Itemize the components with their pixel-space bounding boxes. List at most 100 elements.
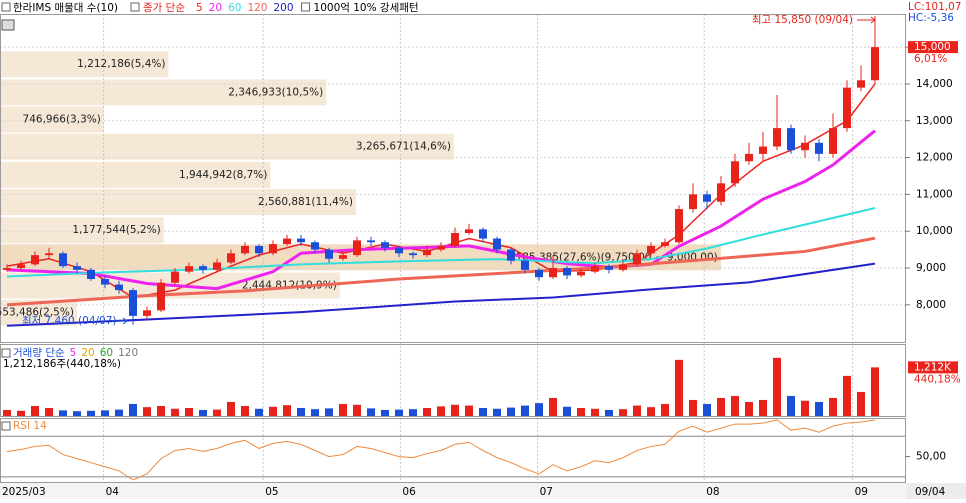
x-tick-label: 06	[402, 486, 416, 498]
candle-body	[535, 269, 543, 278]
candle-body	[857, 80, 865, 88]
candle-body	[493, 238, 501, 250]
volume-current-box	[908, 361, 958, 374]
y-tick-label: 12,000	[916, 152, 953, 164]
candle-body	[325, 249, 333, 259]
pattern-label: 1000억 10% 강세패턴	[314, 2, 419, 14]
candle-body	[633, 253, 641, 265]
candle-body	[213, 262, 221, 270]
legend-entry: 5	[70, 347, 77, 359]
candle-body	[269, 244, 277, 254]
volume-profile-label: 3,265,671(14,6%)	[356, 141, 451, 153]
candle-body	[661, 242, 669, 246]
x-tick-label: 09	[855, 486, 868, 498]
candle-body	[815, 142, 823, 154]
candle-body	[3, 268, 11, 270]
candle-body	[675, 209, 683, 243]
candle-body	[367, 240, 375, 243]
moving-average	[6, 262, 876, 327]
volume-title: 거래량 단순	[13, 347, 65, 359]
volume-bar	[759, 399, 767, 416]
hc-label: HC:-5,36	[908, 12, 954, 24]
y-tick-label: 13,000	[916, 115, 953, 127]
legend-entry: 5	[196, 2, 203, 14]
candle-body	[241, 245, 249, 254]
candle-body	[619, 264, 627, 270]
volume-bar	[87, 410, 95, 416]
volume-bar	[829, 397, 837, 416]
candle-body	[129, 290, 137, 316]
checkbox	[1, 348, 11, 358]
y-tick-label: 9,000	[916, 262, 946, 274]
volume-profile-bar	[0, 189, 356, 216]
volume-bar	[157, 405, 165, 416]
volume-profile-bar	[0, 133, 454, 160]
volume-bar	[395, 409, 403, 416]
volume-bar	[871, 367, 879, 416]
volume-bar	[311, 409, 319, 416]
volume-bar	[717, 397, 725, 416]
volume-profile-label: 1,944,942(8,7%)	[179, 169, 267, 181]
symbol-label: 한라IMS 매물대 수(10)	[13, 2, 118, 14]
candle-body	[115, 284, 123, 291]
icon	[1, 19, 15, 31]
legend-entry: 60	[100, 347, 113, 359]
candle-body	[871, 47, 879, 81]
candle-body	[563, 268, 571, 276]
volume-bar	[437, 406, 445, 416]
candle-body	[451, 233, 459, 246]
volume-bar	[73, 411, 81, 416]
lc-label: LC:101,07	[908, 1, 961, 13]
candle-body	[171, 271, 179, 283]
candle-body	[395, 247, 403, 254]
checkbox	[1, 421, 11, 431]
candle-body	[73, 266, 81, 270]
volume-bar	[17, 410, 25, 416]
volume-bar	[283, 405, 291, 416]
rsi-title: RSI 14	[13, 420, 47, 432]
checkbox	[1, 2, 11, 12]
volume-bar	[241, 405, 249, 416]
candle-body	[437, 245, 445, 250]
candle-body	[507, 249, 515, 261]
candle-body	[297, 238, 305, 243]
volume-bar	[465, 405, 473, 416]
volume-frame	[0, 344, 906, 417]
moving-average	[6, 129, 876, 291]
volume-bar	[521, 405, 529, 416]
current-change: 6,01%	[914, 53, 947, 65]
volume-profile-bar	[0, 51, 169, 78]
volume-bar	[479, 407, 487, 416]
volume-bar	[633, 405, 641, 416]
checkbox	[130, 2, 140, 12]
legend-entry: 20	[81, 347, 94, 359]
volume-profile-bar	[0, 106, 104, 133]
volume-bar	[661, 403, 669, 416]
candle-body	[801, 142, 809, 151]
volume-bar	[703, 403, 711, 416]
legend-entry: 200	[273, 2, 293, 14]
volume-bar	[787, 395, 795, 416]
volume-profile-label: 746,966(3,3%)	[23, 114, 101, 126]
volume-bar	[143, 407, 151, 416]
candle-body	[591, 266, 599, 272]
last-date: 09/04	[915, 486, 946, 498]
volume-bar	[381, 409, 389, 416]
volume-current: 1,212K	[914, 361, 952, 373]
x-tick-label: 05	[265, 486, 278, 498]
candle-body	[381, 242, 389, 248]
candle-body	[605, 266, 613, 270]
x-tick-label: 04	[106, 486, 120, 498]
candle-body	[17, 264, 25, 269]
y-tick-label: 14,000	[916, 78, 953, 90]
volume-bar	[535, 403, 543, 416]
volume-bar	[325, 408, 333, 416]
candle-body	[157, 282, 165, 311]
candle-body	[423, 249, 431, 256]
volume-bar	[549, 397, 557, 416]
volume-bar	[171, 408, 179, 416]
candle-body	[465, 229, 473, 234]
date-box	[906, 483, 966, 499]
volume-bar	[857, 391, 865, 416]
